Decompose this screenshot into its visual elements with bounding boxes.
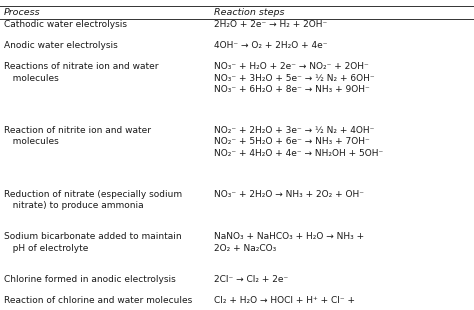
Text: 2Cl⁻ → Cl₂ + 2e⁻: 2Cl⁻ → Cl₂ + 2e⁻ [214,275,289,284]
Text: Process: Process [4,8,40,17]
Text: NO₃⁻ + 2H₂O → NH₃ + 2O₂ + OH⁻: NO₃⁻ + 2H₂O → NH₃ + 2O₂ + OH⁻ [214,190,364,199]
Text: Anodic water electrolysis: Anodic water electrolysis [4,41,118,50]
Text: NO₂⁻ + 2H₂O + 3e⁻ → ½ N₂ + 4OH⁻
NO₂⁻ + 5H₂O + 6e⁻ → NH₃ + 7OH⁻
NO₂⁻ + 4H₂O + 4e⁻: NO₂⁻ + 2H₂O + 3e⁻ → ½ N₂ + 4OH⁻ NO₂⁻ + 5… [214,126,383,158]
Text: NaNO₃ + NaHCO₃ + H₂O → NH₃ +
2O₂ + Na₂CO₃: NaNO₃ + NaHCO₃ + H₂O → NH₃ + 2O₂ + Na₂CO… [214,232,365,253]
Text: Reaction of nitrite ion and water
   molecules: Reaction of nitrite ion and water molecu… [4,126,151,146]
Text: Reaction of chlorine and water molecules: Reaction of chlorine and water molecules [4,296,192,305]
Text: NO₃⁻ + H₂O + 2e⁻ → NO₂⁻ + 2OH⁻
NO₃⁻ + 3H₂O + 5e⁻ → ½ N₂ + 6OH⁻
NO₃⁻ + 6H₂O + 8e⁻: NO₃⁻ + H₂O + 2e⁻ → NO₂⁻ + 2OH⁻ NO₃⁻ + 3H… [214,62,375,94]
Text: Reactions of nitrate ion and water
   molecules: Reactions of nitrate ion and water molec… [4,62,158,83]
Text: Cl₂ + H₂O → HOCl + H⁺ + Cl⁻ +: Cl₂ + H₂O → HOCl + H⁺ + Cl⁻ + [214,296,355,305]
Text: Reaction steps: Reaction steps [214,8,285,17]
Text: 2H₂O + 2e⁻ → H₂ + 2OH⁻: 2H₂O + 2e⁻ → H₂ + 2OH⁻ [214,20,328,29]
Text: Sodium bicarbonate added to maintain
   pH of electrolyte: Sodium bicarbonate added to maintain pH … [4,232,182,253]
Text: Cathodic water electrolysis: Cathodic water electrolysis [4,20,127,29]
Text: 4OH⁻ → O₂ + 2H₂O + 4e⁻: 4OH⁻ → O₂ + 2H₂O + 4e⁻ [214,41,328,50]
Text: Reduction of nitrate (especially sodium
   nitrate) to produce ammonia: Reduction of nitrate (especially sodium … [4,190,182,210]
Text: Chlorine formed in anodic electrolysis: Chlorine formed in anodic electrolysis [4,275,175,284]
